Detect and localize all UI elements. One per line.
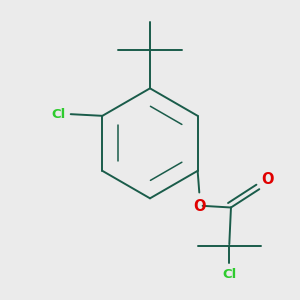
- Text: Cl: Cl: [222, 268, 236, 281]
- Text: Cl: Cl: [52, 108, 66, 121]
- Text: O: O: [261, 172, 274, 188]
- Text: O: O: [193, 199, 206, 214]
